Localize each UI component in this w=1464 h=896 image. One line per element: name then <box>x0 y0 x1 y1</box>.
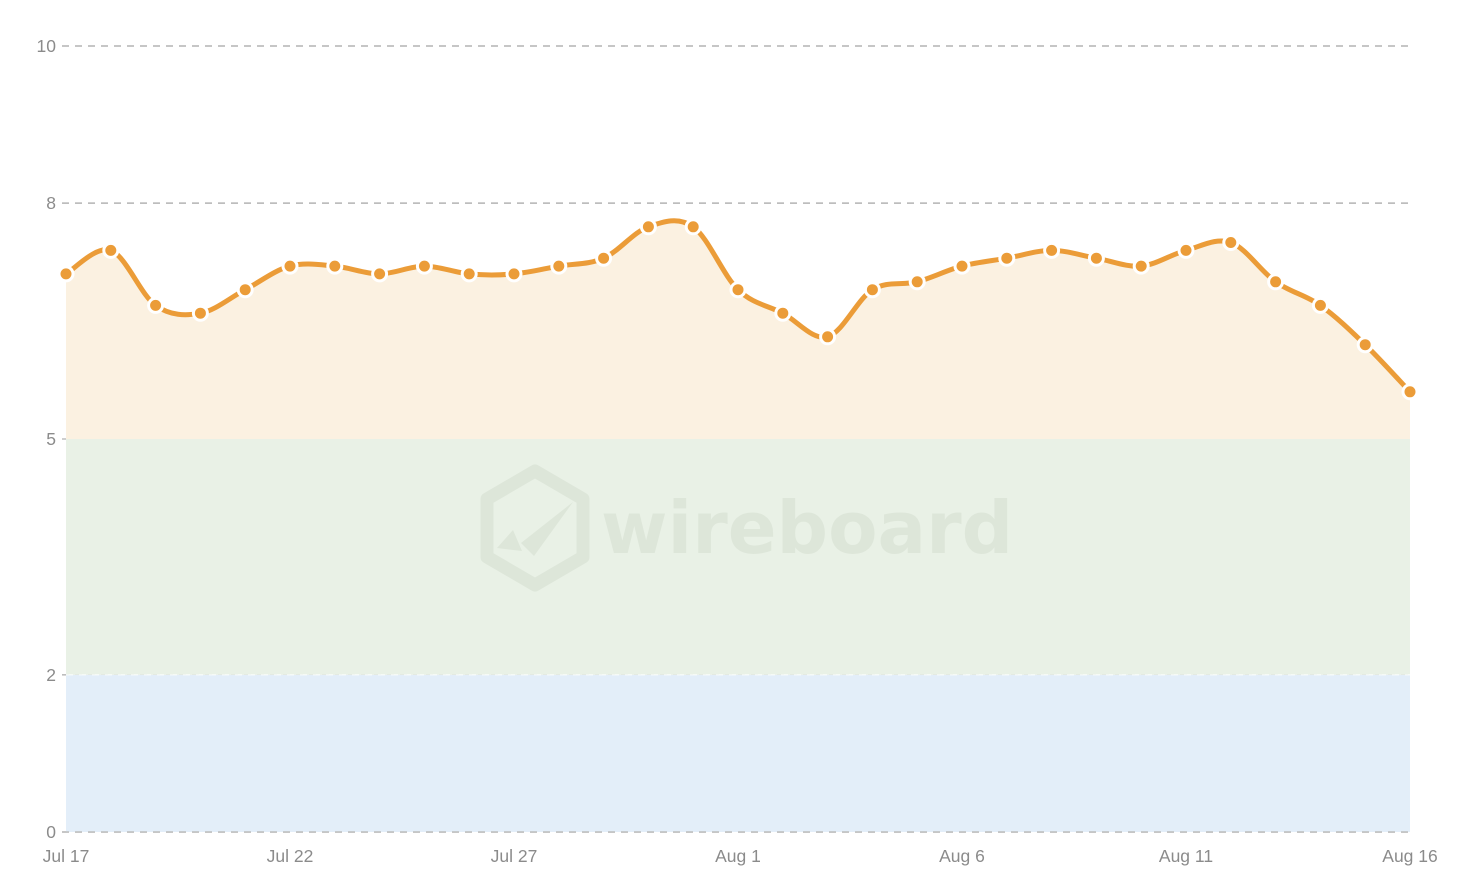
band-0-2 <box>66 674 1410 832</box>
data-point-Aug-16[interactable] <box>1401 383 1419 401</box>
data-point-Aug-4[interactable] <box>863 281 881 299</box>
x-axis-tick-labels: Jul 17 Jul 22 Jul 27 Aug 1 Aug 6 Aug 11 Aug 16 <box>43 846 1438 866</box>
background-bands <box>66 439 1410 832</box>
data-point-Aug-5[interactable] <box>908 273 926 291</box>
data-point-Jul-27[interactable] <box>505 265 523 283</box>
data-point-Jul-25[interactable] <box>415 257 433 275</box>
data-point-Jul-21[interactable] <box>236 281 254 299</box>
wireboard-watermark: wireboard <box>480 464 1013 592</box>
data-point-Jul-18[interactable] <box>102 241 120 259</box>
data-point-Jul-17[interactable] <box>57 265 75 283</box>
x-tick-label-Aug-6: Aug 6 <box>939 846 985 866</box>
data-point-Aug-8[interactable] <box>1043 241 1061 259</box>
x-tick-label-Jul-22: Jul 22 <box>267 846 314 866</box>
x-tick-label-Jul-27: Jul 27 <box>491 846 538 866</box>
data-point-Jul-30[interactable] <box>639 218 657 236</box>
data-point-Aug-15[interactable] <box>1356 336 1374 354</box>
data-point-Jul-28[interactable] <box>550 257 568 275</box>
wireboard-logo-hexagon-icon <box>480 464 590 592</box>
data-point-Jul-26[interactable] <box>460 265 478 283</box>
data-point-Aug-1[interactable] <box>729 281 747 299</box>
data-point-Jul-24[interactable] <box>371 265 389 283</box>
data-point-Jul-29[interactable] <box>595 249 613 267</box>
data-point-Aug-3[interactable] <box>819 328 837 346</box>
wireboard-logo-check-icon <box>497 502 573 556</box>
wireboard-watermark-text: wireboard <box>601 486 1013 570</box>
data-point-Aug-7[interactable] <box>998 249 1016 267</box>
data-point-Jul-31[interactable] <box>684 218 702 236</box>
x-tick-label-Aug-11: Aug 11 <box>1159 846 1213 866</box>
band-2-5 <box>66 439 1410 675</box>
y-tick-label-0: 0 <box>46 822 56 842</box>
data-point-Aug-10[interactable] <box>1132 257 1150 275</box>
data-point-Aug-9[interactable] <box>1087 249 1105 267</box>
data-point-Aug-2[interactable] <box>774 304 792 322</box>
data-point-Jul-23[interactable] <box>326 257 344 275</box>
data-point-Aug-6[interactable] <box>953 257 971 275</box>
data-point-markers <box>57 218 1419 401</box>
y-axis-tick-labels: 0 2 5 8 10 <box>37 36 57 842</box>
data-point-Jul-19[interactable] <box>147 296 165 314</box>
y-tick-label-2: 2 <box>46 665 56 685</box>
series-area-fill <box>66 220 1410 439</box>
y-tick-label-10: 10 <box>37 36 57 56</box>
y-tick-label-5: 5 <box>46 429 56 449</box>
data-point-Aug-14[interactable] <box>1311 296 1329 314</box>
data-point-Jul-22[interactable] <box>281 257 299 275</box>
x-tick-label-Aug-16: Aug 16 <box>1382 846 1437 866</box>
data-point-Aug-11[interactable] <box>1177 241 1195 259</box>
x-tick-label-Jul-17: Jul 17 <box>43 846 90 866</box>
data-point-Aug-13[interactable] <box>1267 273 1285 291</box>
gridlines <box>62 45 1410 833</box>
data-point-Aug-12[interactable] <box>1222 234 1240 251</box>
y-tick-label-8: 8 <box>46 193 56 213</box>
x-tick-label-Aug-1: Aug 1 <box>715 846 761 866</box>
data-point-Jul-20[interactable] <box>191 304 209 322</box>
